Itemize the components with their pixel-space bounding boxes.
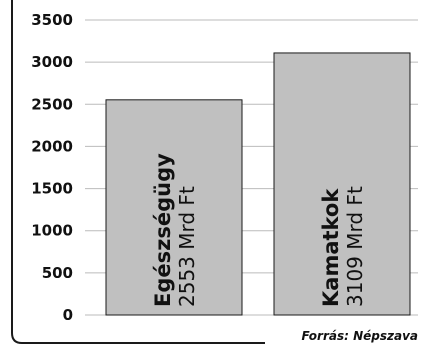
y-tick-label: 3500 [31,11,73,29]
bar-category-label: Kamatkok [319,188,343,307]
y-tick-label: 2500 [31,95,73,113]
bar [105,99,243,316]
y-tick-label: 500 [42,264,73,282]
chart-frame [11,0,265,344]
bar-value-label: 3109 Mrd Ft [343,186,367,307]
y-tick-label: 3000 [31,53,73,71]
bars: Egészségügy 2553 Mrd Ft Kamatkok 3109 Mrd F… [105,52,411,316]
source-label: Forrás: Népszava [302,329,418,343]
bar-category-label: Egészségügy [151,153,175,307]
y-tick-label: 1500 [31,180,73,198]
bar [273,52,411,316]
bar-value-label: 2553 Mrd Ft [175,186,199,307]
y-axis: 0 500 1000 1500 2000 2500 3000 3500 [31,11,73,324]
y-tick-label: 2000 [31,137,73,155]
y-tick-label: 0 [63,306,73,324]
y-tick-label: 1000 [31,222,73,240]
